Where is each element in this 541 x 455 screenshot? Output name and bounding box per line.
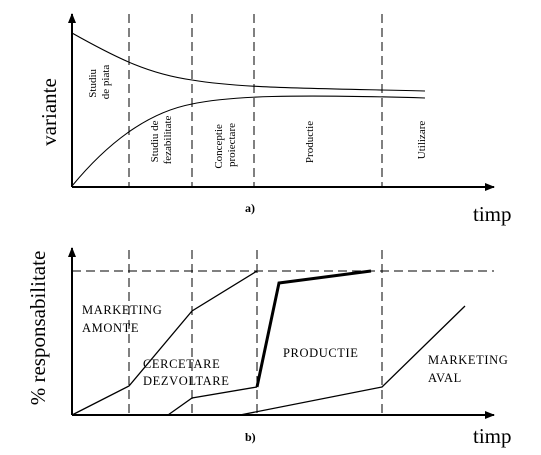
diagram-b: % responsabilitate timp b) MARKETING AMO…: [26, 247, 512, 448]
area-label-production: PRODUCTIE: [283, 346, 359, 360]
phase-label-design: Conceptie proiectare: [213, 121, 238, 168]
phase-label-market-study: Studiu de piata: [87, 65, 112, 100]
area-label-marketing-downstream: MARKETING AVAL: [428, 353, 512, 385]
diagram-a-x-label: timp: [473, 202, 512, 226]
research-development-boundary: [167, 386, 258, 416]
decreasing-variants-curve: [71, 32, 426, 92]
diagram-b-x-label: timp: [473, 424, 512, 448]
phase-label-feasibility-study: Studiu de fezabilitate: [149, 115, 174, 164]
area-label-marketing-upstream: MARKETING AMONTE: [82, 303, 166, 335]
phase-label-use: Utilizare: [416, 121, 428, 160]
marketing-upstream-boundary: [71, 270, 258, 416]
area-label-research-development: CERCETARE DEZVOLTARE: [143, 357, 229, 388]
phase-label-production: Productie: [304, 121, 316, 163]
marketing-downstream-boundary: [239, 305, 466, 416]
diagram-b-caption: b): [245, 430, 256, 444]
increasing-variants-curve: [71, 95, 426, 187]
diagram-b-y-label: % responsabilitate: [26, 251, 50, 406]
diagram-a: variante timp a) Studiu de piata Studiu …: [37, 13, 512, 226]
production-boundary: [255, 269, 372, 388]
diagram-a-y-label: variante: [37, 78, 61, 146]
diagram-a-caption: a): [245, 201, 255, 215]
